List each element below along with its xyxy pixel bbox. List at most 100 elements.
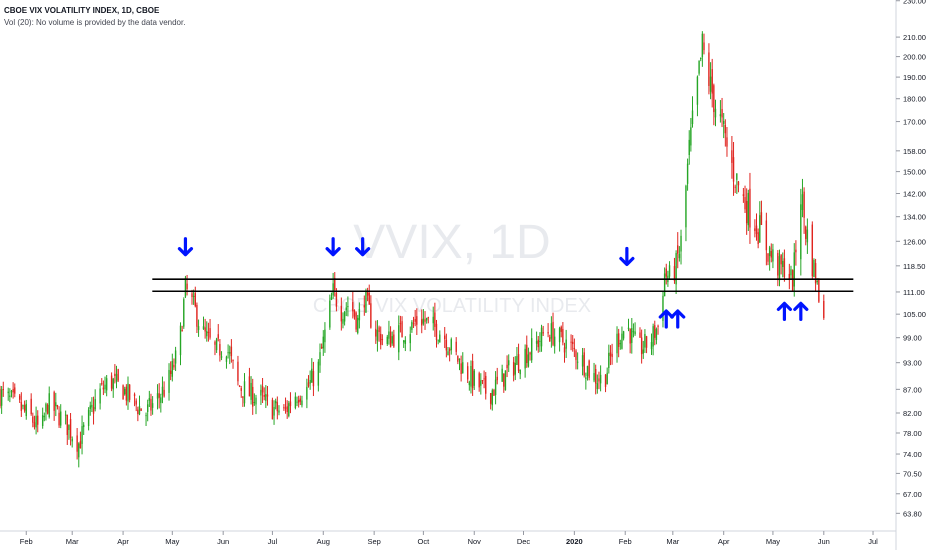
candle [183, 297, 185, 329]
candle-body [749, 188, 751, 228]
candle [266, 385, 269, 406]
candle [668, 261, 671, 279]
candle [161, 376, 164, 404]
candle [768, 245, 771, 271]
candle-body [708, 52, 710, 86]
candle [23, 400, 26, 413]
candle [173, 358, 175, 370]
candle-body [788, 273, 791, 280]
candle [813, 258, 815, 278]
candle-body [340, 305, 343, 322]
candle [240, 385, 242, 398]
arrow-down-icon[interactable] [325, 237, 341, 257]
candle-body [345, 307, 347, 311]
candle [563, 342, 566, 363]
candle [91, 397, 93, 413]
candle [770, 243, 772, 263]
arrow-down-icon[interactable] [355, 237, 371, 257]
candle [539, 332, 541, 353]
candle [583, 348, 585, 378]
x-tick-label: Mar [666, 537, 679, 546]
candle-body [688, 139, 690, 156]
candle-body [650, 342, 653, 350]
candle-body [485, 375, 487, 394]
arrow-up-icon[interactable] [793, 301, 809, 321]
candle [33, 415, 36, 430]
candle [105, 374, 108, 397]
candle [261, 377, 264, 404]
candle [468, 380, 471, 391]
candle [2, 381, 4, 397]
candle [516, 346, 518, 366]
candle [604, 374, 607, 393]
candle-body [462, 362, 464, 374]
candle-body [171, 361, 174, 377]
candle-body [286, 406, 288, 412]
time-axis[interactable]: Feb Mar Apr May Jun Jul Aug Sep Oct Nov Dec 2020 Feb… [0, 530, 896, 546]
x-tick-label: Jun [818, 537, 830, 546]
candle [76, 427, 78, 460]
candle-body [381, 339, 384, 341]
candle-body [355, 312, 357, 330]
candle-body [227, 352, 229, 354]
candle [401, 316, 403, 338]
candle-body [700, 57, 702, 59]
candle [388, 320, 390, 345]
candle-body [691, 110, 694, 125]
arrow-up-icon[interactable] [776, 301, 793, 321]
candle-body [266, 394, 269, 397]
arrow-up-icon[interactable] [670, 309, 686, 329]
x-tick-label: 2020 [566, 537, 583, 546]
candle-body [422, 318, 425, 324]
candle [357, 314, 359, 335]
candle-body [434, 312, 436, 327]
candle-body [675, 253, 677, 285]
candle [483, 370, 485, 389]
candle-body [526, 344, 528, 364]
candle-body [473, 370, 475, 386]
candle [506, 355, 508, 378]
candle [389, 326, 392, 348]
candle [514, 356, 516, 381]
candle [248, 367, 251, 397]
candle-body [818, 279, 820, 302]
candle [283, 404, 285, 411]
candle [424, 311, 426, 330]
candle-body [238, 385, 241, 387]
candle-body [772, 249, 774, 262]
candle-body [353, 309, 356, 317]
candle-body [342, 318, 344, 324]
candle-body [744, 196, 746, 210]
candle-body [110, 375, 113, 389]
candle-body [389, 331, 392, 348]
candle [273, 400, 275, 425]
arrow-down-icon[interactable] [619, 246, 635, 267]
candle [32, 412, 34, 428]
candle-body [398, 325, 400, 353]
arrow-down-icon[interactable] [177, 237, 194, 257]
candle-body [214, 341, 216, 345]
price-axis[interactable]: 63.80 67.00 70.50 74.00 78.00 82.00 87.00 93.00… [895, 0, 926, 550]
candle [576, 352, 579, 370]
candle-body [219, 344, 221, 356]
candle [255, 394, 257, 415]
candle [686, 158, 689, 191]
candle [64, 410, 67, 425]
candle-body [471, 361, 474, 389]
candle [332, 272, 334, 299]
candle [677, 232, 679, 269]
arrow-up-icon[interactable] [658, 309, 674, 329]
candle [55, 392, 57, 417]
candle [37, 410, 39, 433]
candle-body [271, 399, 274, 420]
candle [365, 288, 367, 313]
candle-body [611, 353, 613, 358]
symbol-title[interactable]: CBOE VIX VOLATILITY INDEX, 1D, CBOE [4, 6, 160, 15]
candle-body [529, 352, 531, 355]
candle-body [547, 332, 549, 334]
candle [708, 43, 710, 95]
candle-body [542, 332, 544, 334]
candle-body [14, 387, 16, 394]
